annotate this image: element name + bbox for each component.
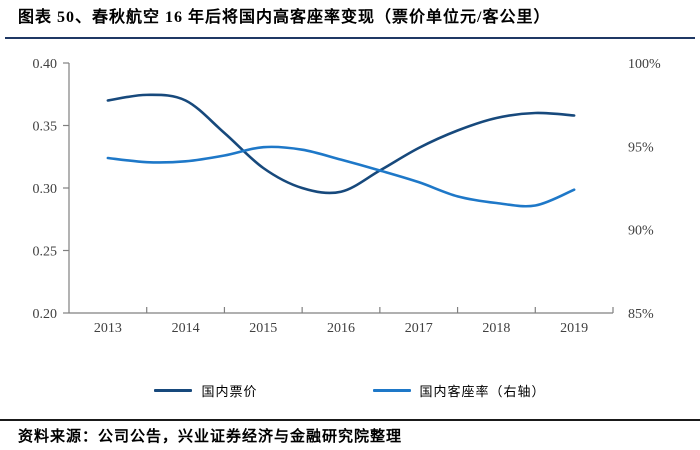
- left-axis-tick-label: 0.35: [33, 120, 58, 135]
- source-note: 资料来源：公司公告，兴业证券经济与金融研究院整理: [18, 429, 403, 445]
- right-axis-tick-label: 85%: [628, 307, 654, 322]
- figure-title: 图表 50、春秋航空 16 年后将国内高客座率变现（票价单位元/客公里）: [18, 9, 551, 26]
- right-axis-tick-label: 90%: [628, 224, 654, 239]
- load-factor-series-line: [106, 145, 576, 208]
- x-axis-year-label: 2016: [327, 321, 355, 336]
- title-rule: [5, 37, 695, 39]
- chart-legend: 国内票价 国内客座率（右轴）: [0, 380, 700, 400]
- left-axis-tick-label: 0.30: [33, 182, 58, 197]
- x-axis-year-label: 2013: [94, 321, 122, 336]
- chart-svg: 0.40 0.35 0.30 0.25 0.20 100% 95% 90% 85% 2013 201…: [33, 57, 662, 336]
- x-axis-year-label: 2014: [172, 321, 200, 336]
- right-axis-tick-label: 100%: [628, 57, 661, 72]
- legend-label-fare: 国内票价: [201, 383, 258, 399]
- x-axis-year-label: 2019: [560, 321, 588, 336]
- left-axis-tick-label: 0.20: [33, 307, 58, 322]
- fare-series-line: [106, 93, 576, 195]
- legend-item-load-factor: 国内客座率（右轴）: [372, 381, 546, 400]
- load-factor-line-swatch-icon: [372, 388, 411, 392]
- x-axis-year-label: 2018: [482, 321, 510, 336]
- right-axis-tick-label: 95%: [628, 140, 654, 155]
- left-axis-tick-label: 0.25: [33, 245, 58, 260]
- x-axis-year-label: 2017: [405, 321, 433, 336]
- left-axis-tick-label: 0.40: [33, 57, 58, 72]
- fare-line-swatch-icon: [154, 388, 193, 392]
- legend-label-load-factor: 国内客座率（右轴）: [419, 383, 546, 399]
- legend-item-fare: 国内票价: [154, 381, 257, 400]
- x-axis-year-label: 2015: [249, 321, 277, 336]
- footer-rule: [0, 419, 700, 421]
